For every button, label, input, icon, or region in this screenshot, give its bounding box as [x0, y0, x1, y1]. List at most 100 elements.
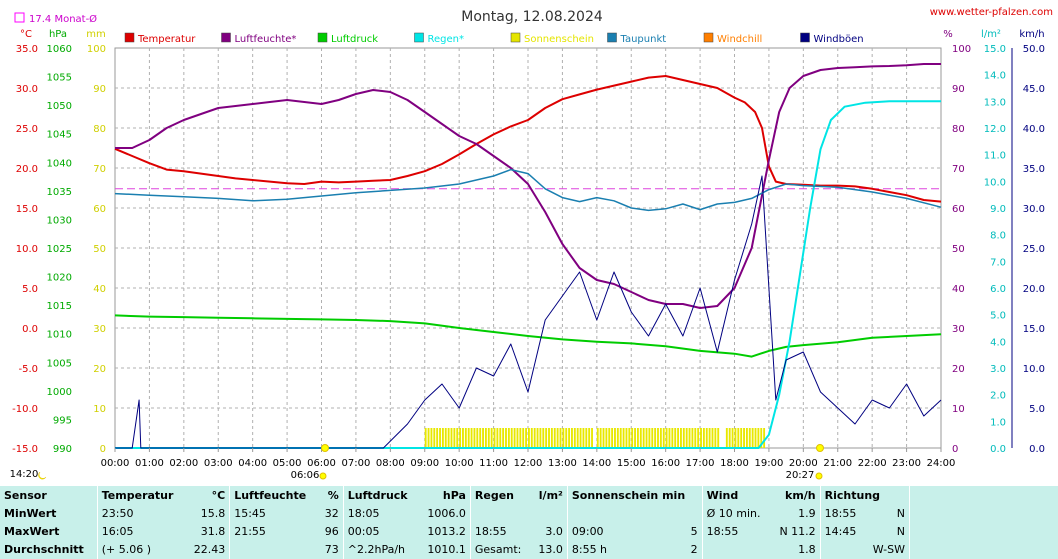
sunshine-bar	[622, 428, 625, 448]
sunshine-bar	[484, 428, 487, 448]
stats-cell: 96	[324, 525, 339, 539]
chart-title: Montag, 12.08.2024	[461, 9, 603, 25]
legend-swatch	[800, 32, 810, 43]
legend-swatch	[703, 32, 714, 43]
sunshine-bar	[507, 428, 510, 448]
percent-tick-label: 0	[952, 444, 958, 455]
temp-tick-label: 20.0	[16, 164, 38, 175]
x-tick-label: 21:00	[823, 458, 852, 469]
sunshine-bar	[530, 428, 533, 448]
stats-header-press: Luftdruck	[342, 486, 419, 505]
sunshine-bar	[605, 428, 608, 448]
moon-time: 14:20	[10, 469, 39, 480]
stats-row-label: Durchschnitt	[4, 543, 84, 557]
stats-cell	[229, 540, 319, 559]
mm-tick-label: 70	[93, 164, 106, 175]
temp-tick-label: 15.0	[16, 204, 38, 215]
sunshine-bar	[496, 428, 499, 448]
series-taupunkt-line	[114, 168, 942, 212]
stats-row-avg: Durchschnitt (+ 5.06 ) 22.43 73 ^2.2hPa/…	[0, 540, 1058, 559]
sunshine-bar	[705, 428, 708, 448]
sunrise-sun-icon	[319, 472, 327, 480]
percent-tick-label: 100	[952, 44, 971, 55]
sunshine-bar	[697, 428, 700, 448]
x-tick-label: 12:00	[514, 458, 543, 469]
sunshine-bar	[447, 428, 450, 448]
sunshine-bar	[631, 428, 634, 448]
sunshine-bar	[550, 428, 553, 448]
legend-label: Temperatur	[137, 34, 196, 45]
sunshine-bar	[444, 428, 447, 448]
stats-cell: 18:55	[701, 522, 771, 541]
stats-cell: Gesamt:	[469, 540, 531, 559]
pressure-tick-label: 995	[53, 415, 72, 426]
sunshine-bar	[731, 428, 734, 448]
sunshine-bar	[585, 428, 588, 448]
monthly-avg-legend-box	[14, 12, 25, 23]
sunshine-bar	[608, 428, 611, 448]
chart-grid	[115, 48, 941, 448]
stats-cell: 1.9	[798, 506, 816, 520]
stats-cell	[701, 540, 771, 559]
sunshine-bar	[479, 428, 482, 448]
stats-cell: 1013.2	[427, 525, 466, 539]
pressure-tick-label: 1010	[47, 330, 72, 341]
sunshine-bar	[639, 428, 642, 448]
x-tick-label: 05:00	[273, 458, 302, 469]
sunshine-bar	[714, 428, 717, 448]
wind-tick-label: 30.0	[1023, 204, 1045, 215]
temp-tick-label: -5.0	[18, 364, 38, 375]
sunshine-bar	[545, 428, 548, 448]
stats-row-max: MaxWert 16:05 31.8 21:55 96 00:05 1013.2…	[0, 522, 1058, 541]
stats-header-rain: Regen	[469, 486, 531, 505]
percent-tick-label: 20	[952, 364, 965, 375]
wind-tick-label: 35.0	[1023, 164, 1045, 175]
unit-wind: km/h	[1019, 29, 1044, 40]
stats-cell: Ø 10 min.	[701, 504, 771, 523]
sunshine-bar	[708, 428, 711, 448]
site-link[interactable]: www.wetter-pfalzen.com	[930, 7, 1053, 18]
stats-cell: 13.0	[538, 543, 563, 557]
chart-background	[0, 0, 1058, 486]
sunshine-bar	[542, 428, 545, 448]
sunshine-bar	[576, 428, 579, 448]
sunshine-bar	[439, 428, 441, 448]
sunshine-bar	[502, 428, 505, 448]
sunshine-bar	[582, 428, 585, 448]
rain-tick-label: 1.0	[990, 417, 1006, 428]
x-tick-label: 04:00	[238, 458, 267, 469]
sunshine-bar	[737, 428, 740, 448]
left-axes: 35.0 30.0 25.0 20.0 15.0 10.0 5.0 0.0 -5.0 -10.0 -…	[12, 44, 106, 455]
stats-cell: 1.8	[798, 543, 816, 557]
wind-tick-label: 5.0	[1029, 404, 1045, 415]
sunshine-bar	[725, 428, 728, 448]
rain-tick-label: 5.0	[990, 311, 1006, 322]
stats-cell: 5	[690, 525, 698, 539]
sunshine-bar	[694, 428, 697, 448]
x-tick-label: 10:00	[445, 458, 474, 469]
wind-tick-label: 20.0	[1023, 284, 1045, 295]
stats-header-hum-unit: %	[327, 488, 339, 502]
wind-tick-label: 40.0	[1023, 124, 1045, 135]
sunshine-bar	[427, 428, 430, 448]
sunshine-bar	[743, 428, 745, 448]
x-tick-label: 20:00	[789, 458, 818, 469]
temp-tick-label: 0.0	[22, 324, 38, 335]
moon-icon	[38, 471, 47, 480]
sunshine-bar	[599, 428, 602, 448]
mm-tick-label: 10	[93, 404, 106, 415]
stats-header-hum: Luftfeuchte	[229, 486, 319, 505]
sunshine-bar	[671, 428, 674, 448]
sunshine-bar	[740, 428, 743, 448]
x-tick-label: 14:00	[582, 458, 611, 469]
stats-cell: 32	[324, 506, 339, 520]
legend-swatch	[510, 32, 521, 43]
legend-label: Windböen	[814, 34, 864, 45]
stats-header-temp: Temperatur	[96, 486, 186, 505]
sunshine-bar	[625, 428, 628, 448]
sunshine-bar	[459, 428, 462, 448]
stats-cell: 23:50	[96, 504, 186, 523]
sunshine-bar	[614, 428, 616, 448]
stats-spacer	[909, 486, 1058, 505]
sunshine-bar	[728, 428, 731, 448]
